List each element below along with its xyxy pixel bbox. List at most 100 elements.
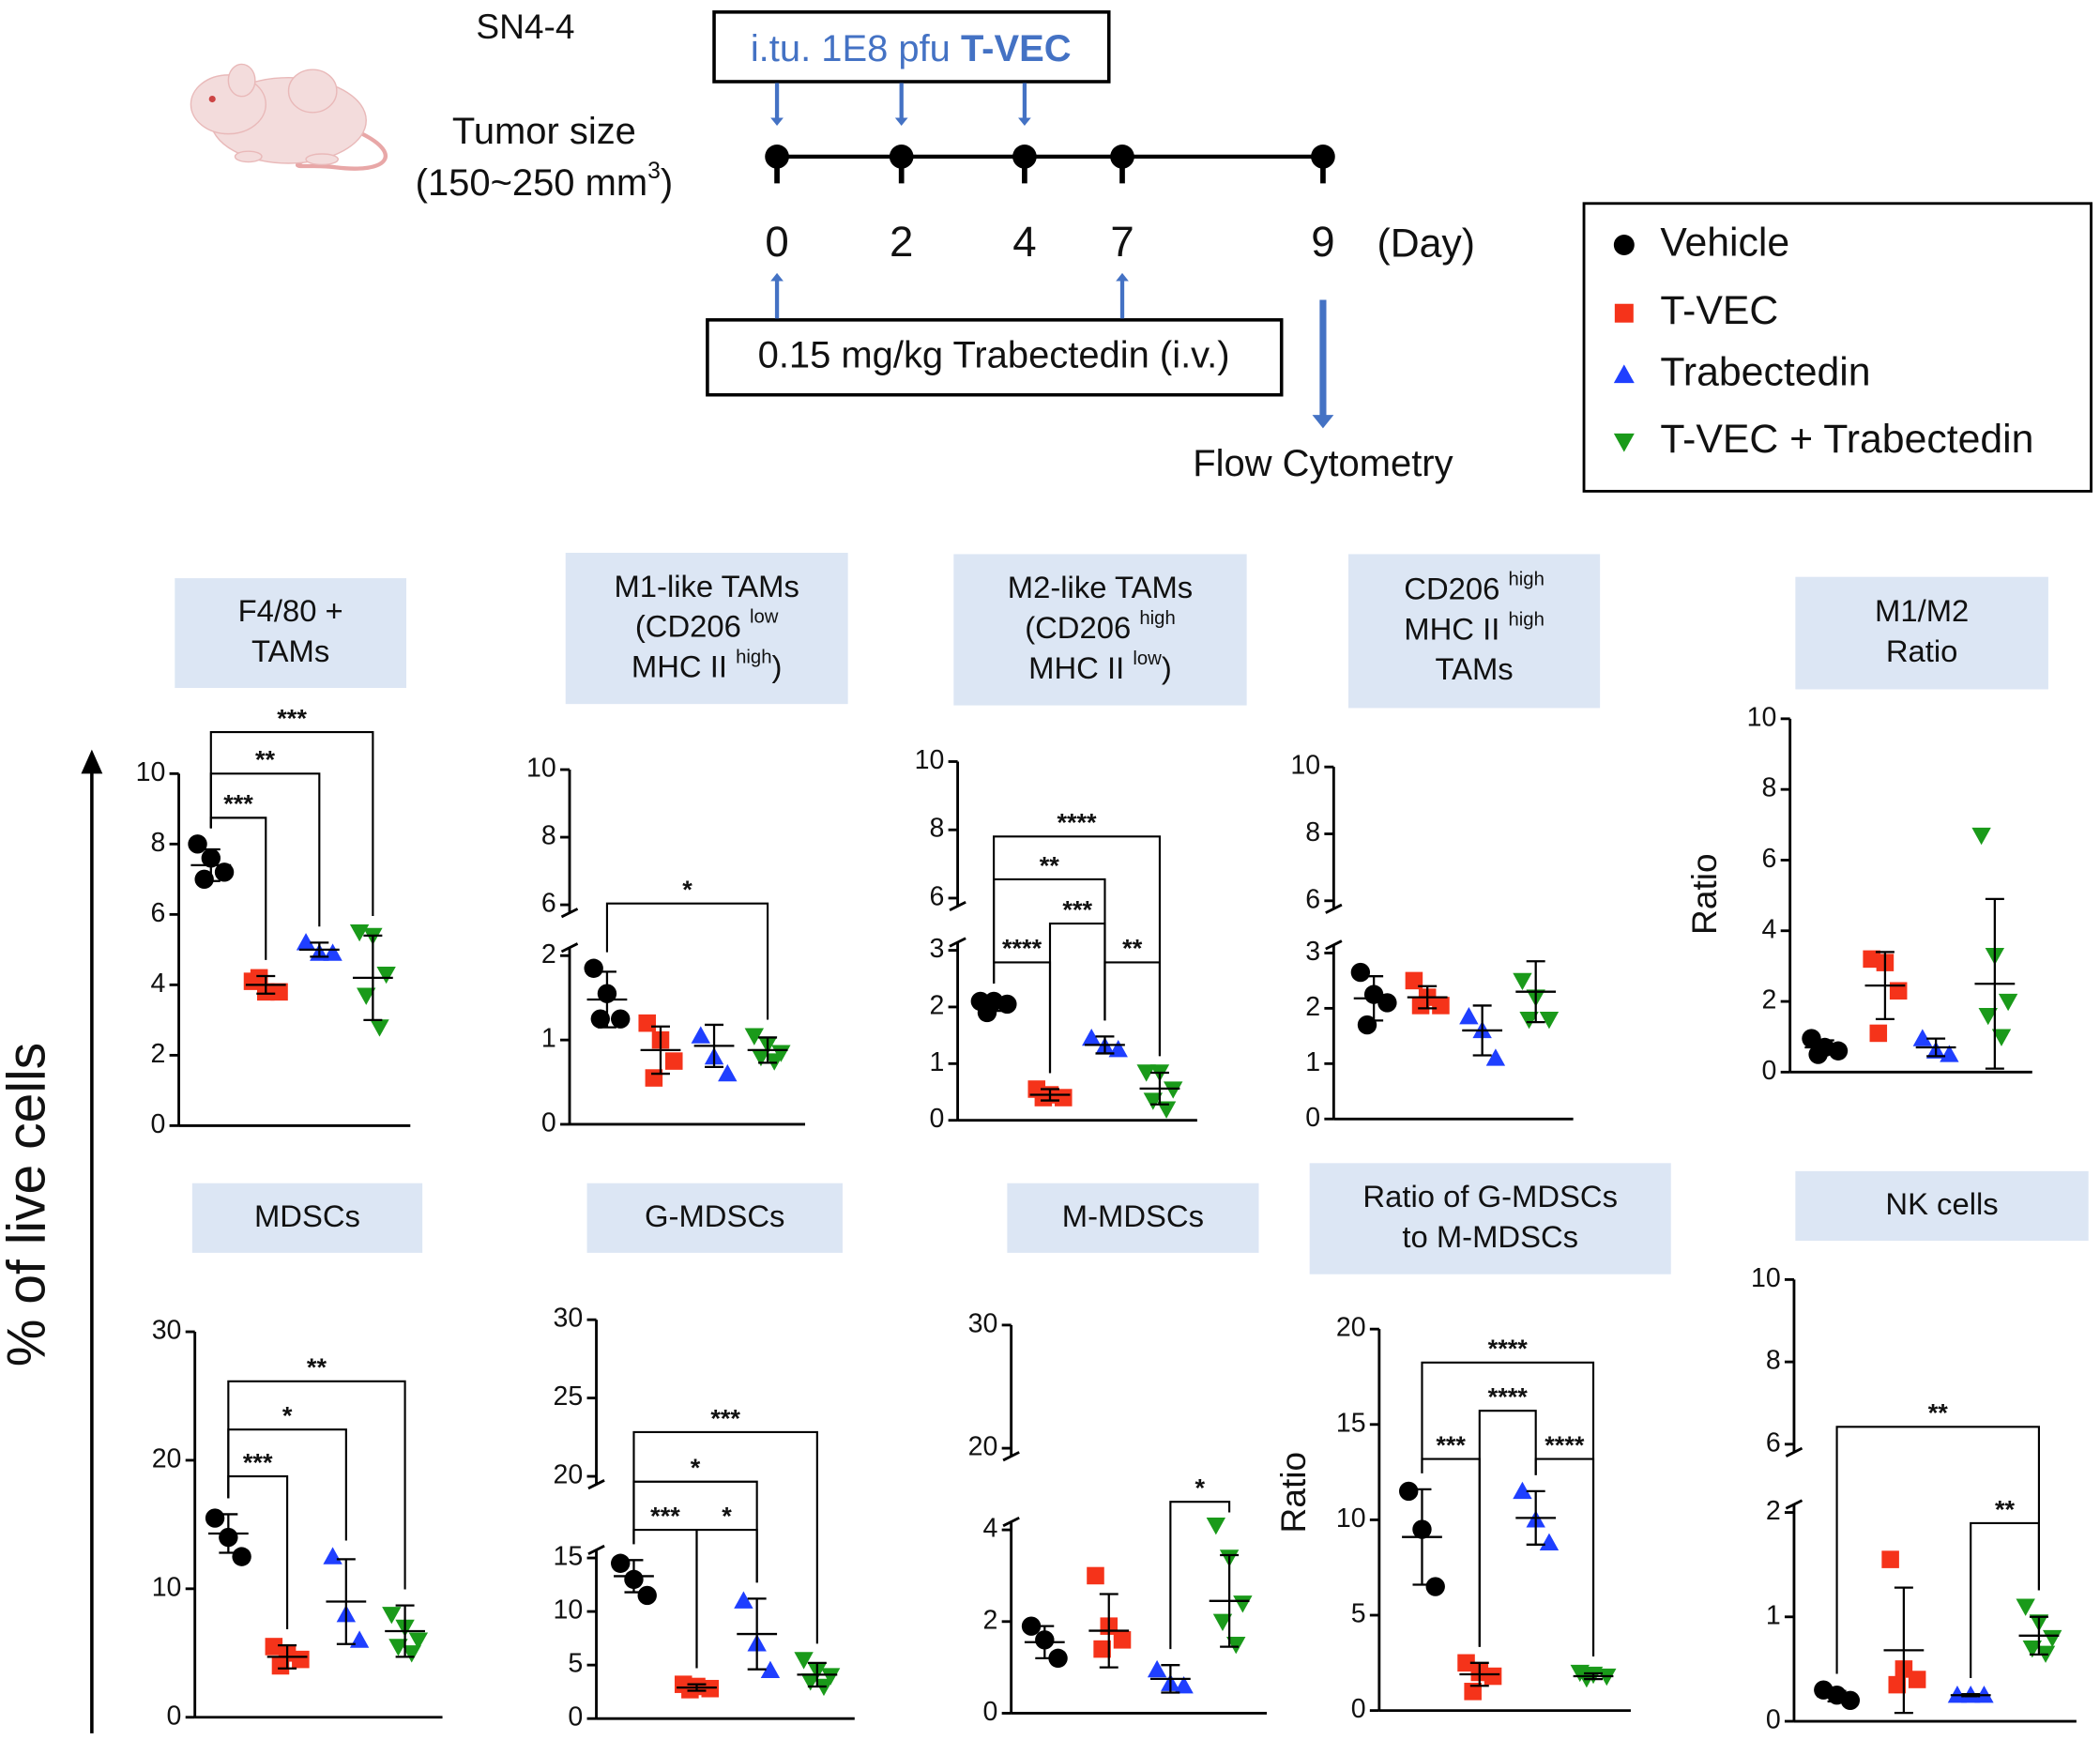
point [1082,1028,1102,1046]
y-tick-label: 30 [968,1308,998,1338]
significance-bracket [993,835,1162,1057]
significance-label: *** [277,703,307,732]
panel-title-box [1795,1170,2089,1242]
y-tick-label: 0 [1305,1103,1320,1133]
significance-bracket [632,1480,758,1583]
point [1143,1092,1164,1110]
day-dot [765,145,789,169]
tvec-label: i.tu. 1E8 pfu T-VEC [751,28,1072,69]
y-tick-label: 0 [1351,1694,1366,1724]
y-tick-label: 6 [1766,1427,1781,1458]
y-tick-label: 2 [1305,992,1320,1022]
point [1513,972,1532,991]
panel-title: TAMs [251,633,329,668]
point [1539,1533,1560,1550]
point [1350,962,1371,983]
point [1411,997,1430,1015]
significance-label: *** [650,1501,680,1530]
significance-bracket [605,902,769,1020]
significance-bracket [209,817,267,960]
y-tick-label: 6 [1762,844,1777,874]
panel-title: TAMs [1435,651,1513,686]
panel-title: MHC II high [1404,610,1545,646]
point [1405,971,1423,990]
tvec-label-part: i.tu. 1E8 pfu [751,28,961,69]
panel-title-part: high [1139,608,1175,629]
y-tick-label: 6 [150,898,165,928]
tvec-arrow-head [770,117,784,127]
panel-title-box [1309,1163,1671,1274]
point [1113,1631,1132,1649]
point [718,1063,738,1082]
y-tick-label: 0 [568,1702,583,1732]
significance-bracket [993,961,1052,1074]
point [1978,1007,1998,1026]
point [323,1547,342,1564]
significance-bracket [1048,922,1106,1074]
panel-y-label: Ratio [1273,1452,1313,1534]
significance-label: **** [1545,1430,1585,1459]
legend-box [1582,202,2092,493]
y-tick-label: 1 [1305,1047,1320,1077]
point [1940,1045,1959,1062]
point [664,1052,683,1070]
trab-label: 0.15 mg/kg Trabectedin (i.v.) [758,334,1230,375]
panel-title: M2-like TAMs [1008,570,1193,604]
panel-title-part: ) [772,649,783,683]
point [388,1639,408,1656]
y-tick-label: 0 [1762,1056,1777,1086]
tumor-size-part: ) [661,161,673,203]
y-tick-label: 0 [167,1701,182,1731]
legend-label: Trabectedin [1660,350,1870,395]
y-tick-label: 2 [1766,1496,1781,1526]
point [800,1673,820,1691]
panel-title-part: MDSCs [254,1198,360,1232]
y-tick-label: 10 [554,1595,584,1626]
significance-label: * [722,1501,732,1530]
point [1212,1613,1233,1631]
point [1888,1675,1907,1694]
point [270,983,288,1001]
panel-title-part: Ratio [1886,633,1958,668]
legend-label: T-VEC [1660,288,1778,333]
panel-title-part: high [736,648,771,668]
legend-label: Vehicle [1660,220,1789,265]
y-tick-label: 0 [983,1697,998,1727]
point [1021,1616,1042,1636]
y-axis-arrowhead [81,749,103,774]
y-tick-label: 10 [1751,1263,1781,1293]
point [1459,1007,1479,1025]
legend-label: T-VEC + Trabectedin [1660,417,2033,462]
panel-title-part: F4/80 + [238,593,343,628]
day-dot [889,145,914,169]
y-tick-label: 0 [150,1109,165,1139]
significance-label: * [691,1453,701,1482]
point [977,1002,997,1023]
y-tick-label: 10 [915,745,945,775]
point [1828,1041,1849,1061]
y-tick-label: 15 [554,1542,584,1572]
panel-title-part: G-MDSCs [645,1198,784,1232]
point [734,1591,753,1609]
y-tick-label: 30 [554,1304,584,1334]
panel-title-part: low [1133,649,1162,669]
y-tick-label: 4 [1762,914,1777,944]
y-tick-label: 20 [554,1460,584,1490]
point [1513,1481,1532,1500]
y-tick-label: 20 [968,1432,998,1462]
panel-title: F4/80 + [238,593,343,628]
point [292,1650,310,1669]
day-dot [1110,145,1134,169]
panel-title-box [1007,1183,1259,1253]
day-dot [1311,145,1335,169]
day-label: 2 [890,218,913,266]
trab-arrow-head [1116,272,1129,282]
panel-title-part: to M-MDSCs [1402,1219,1578,1254]
point [265,1638,283,1656]
panel-title-part: M2-like TAMs [1008,570,1193,604]
point [1377,993,1397,1013]
axis-break [1002,1451,1020,1462]
tvec-arrow-head [1018,117,1031,127]
point [349,1630,370,1648]
